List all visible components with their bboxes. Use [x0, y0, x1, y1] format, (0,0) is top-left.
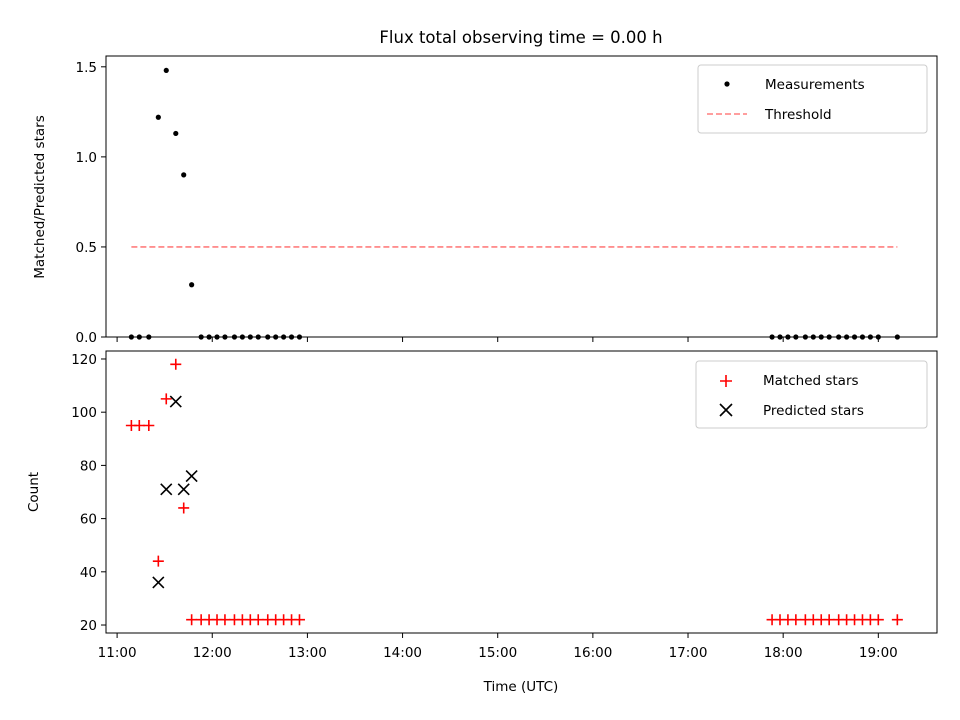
bottom-axis-ticks: 11:00 12:00 13:00 14:00 15:00 16:00 17:00 18:00…	[71, 352, 898, 661]
measurement-point	[155, 114, 161, 120]
matched-star-point	[823, 614, 835, 626]
top-y-tick-label: 0.0	[76, 330, 97, 346]
bottom-y-tick-label: 20	[80, 618, 97, 634]
top-y-tick-label: 0.5	[76, 240, 97, 256]
measurement-point	[189, 282, 195, 288]
top-y-axis-label: Matched/Predicted stars	[32, 115, 48, 278]
predicted-star-point	[177, 483, 190, 496]
top-y-tick-label: 1.5	[76, 60, 97, 76]
x-tick-label: 18:00	[764, 645, 803, 661]
bottom-y-tick-label: 120	[71, 352, 97, 368]
x-tick-label: 19:00	[859, 645, 898, 661]
bottom-y-tick-label: 40	[80, 565, 97, 581]
matched-star-point	[152, 555, 164, 567]
x-tick-label: 12:00	[193, 645, 232, 661]
matched-star-point	[891, 614, 903, 626]
legend-measurements-marker	[724, 81, 730, 87]
matched-star-point	[872, 614, 884, 626]
bottom-y-tick-label: 80	[80, 458, 97, 474]
top-legend-box	[697, 64, 928, 134]
top-legend: Measurements Threshold	[697, 64, 928, 134]
matched-star-point	[160, 393, 172, 405]
predicted-star-point	[152, 576, 165, 589]
bottom-y-axis-label: Count	[26, 472, 42, 512]
top-axis-ticks: 0.0 0.5 1.0 1.5	[76, 60, 879, 346]
legend-matched-marker	[720, 375, 732, 387]
legend-measurements-label: Measurements	[765, 77, 865, 93]
x-tick-label: 16:00	[573, 645, 612, 661]
bottom-legend-box	[695, 360, 928, 429]
top-plot-frame	[105, 55, 938, 338]
bottom-y-tick-label: 60	[80, 512, 97, 528]
x-tick-label: 15:00	[478, 645, 517, 661]
bottom-plot-frame	[105, 350, 938, 634]
predicted-star-point	[169, 395, 182, 408]
predicted-star-point	[160, 483, 173, 496]
legend-predicted-marker	[719, 403, 733, 417]
chart-title: Flux total observing time = 0.00 h	[379, 28, 662, 47]
matched-star-point	[133, 419, 145, 431]
bottom-plot-marks	[125, 358, 903, 626]
matched-star-point	[293, 614, 305, 626]
x-tick-label: 13:00	[288, 645, 327, 661]
measurement-point	[173, 130, 179, 137]
matched-star-point	[790, 614, 802, 626]
matched-star-point	[219, 614, 231, 626]
matched-star-point	[178, 502, 190, 514]
top-y-tick-label: 1.0	[76, 150, 97, 166]
x-tick-label: 11:00	[98, 645, 137, 661]
bottom-legend: Matched stars Predicted stars	[695, 360, 928, 429]
legend-predicted-label: Predicted stars	[763, 403, 864, 419]
x-axis-label: Time (UTC)	[483, 679, 559, 695]
matched-star-point	[252, 614, 264, 626]
bottom-y-tick-label: 100	[71, 405, 97, 421]
predicted-star-point	[185, 469, 198, 483]
measurement-point	[181, 172, 187, 178]
x-tick-label: 14:00	[383, 645, 422, 661]
matched-star-point	[186, 614, 198, 626]
x-tick-label: 17:00	[669, 645, 708, 661]
matched-star-point	[170, 358, 182, 370]
legend-matched-label: Matched stars	[763, 373, 859, 389]
legend-threshold-label: Threshold	[764, 107, 832, 123]
matched-star-point	[143, 419, 155, 431]
measurement-point	[163, 67, 169, 74]
